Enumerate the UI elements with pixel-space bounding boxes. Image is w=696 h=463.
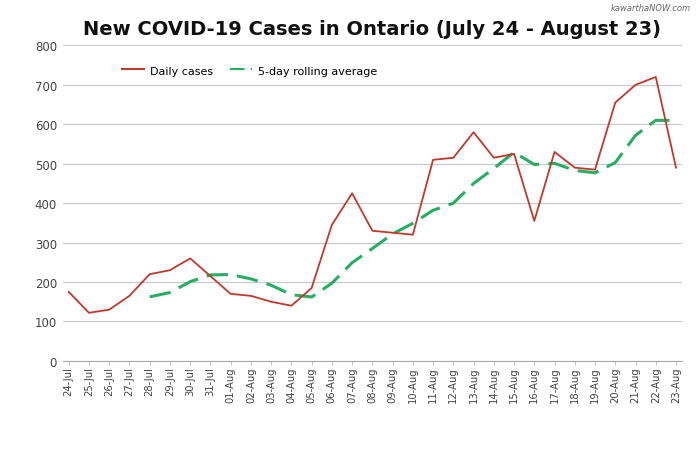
5-day rolling average — [672, 119, 680, 124]
Line: Daily cases: Daily cases — [69, 78, 676, 313]
5-day rolling average — [166, 290, 174, 296]
5-day rolling average — [409, 221, 417, 226]
Daily cases — [449, 156, 457, 161]
Line: 5-day rolling average: 5-day rolling average — [150, 121, 676, 297]
Daily cases — [388, 231, 397, 236]
5-day rolling average — [449, 201, 457, 206]
Daily cases — [65, 289, 73, 295]
Daily cases — [490, 156, 498, 161]
Daily cases — [226, 292, 235, 297]
Daily cases — [348, 191, 356, 197]
Daily cases — [328, 223, 336, 228]
Daily cases — [166, 268, 174, 273]
Daily cases — [368, 228, 377, 234]
Daily cases — [186, 256, 194, 262]
Daily cases — [105, 307, 113, 313]
5-day rolling average — [510, 150, 519, 156]
5-day rolling average — [145, 294, 154, 300]
5-day rolling average — [651, 119, 660, 124]
5-day rolling average — [186, 279, 194, 285]
Text: kawarthaNOW.com: kawarthaNOW.com — [610, 4, 690, 13]
5-day rolling average — [226, 272, 235, 278]
Daily cases — [429, 157, 437, 163]
Daily cases — [510, 152, 519, 157]
5-day rolling average — [429, 208, 437, 213]
Daily cases — [672, 165, 680, 171]
Daily cases — [651, 75, 660, 81]
5-day rolling average — [551, 161, 559, 167]
Daily cases — [308, 286, 316, 291]
Legend: Daily cases, 5-day rolling average: Daily cases, 5-day rolling average — [118, 61, 381, 81]
5-day rolling average — [388, 232, 397, 237]
Daily cases — [85, 310, 93, 316]
Daily cases — [631, 83, 640, 88]
5-day rolling average — [246, 276, 255, 282]
5-day rolling average — [328, 281, 336, 287]
Daily cases — [206, 274, 214, 279]
Daily cases — [591, 168, 599, 173]
Daily cases — [530, 219, 539, 224]
5-day rolling average — [469, 181, 477, 187]
5-day rolling average — [571, 168, 579, 174]
5-day rolling average — [530, 163, 539, 168]
5-day rolling average — [206, 273, 214, 278]
5-day rolling average — [368, 246, 377, 252]
5-day rolling average — [591, 171, 599, 176]
Daily cases — [409, 232, 417, 238]
Daily cases — [611, 100, 619, 106]
Title: New COVID-19 Cases in Ontario (July 24 - August 23): New COVID-19 Cases in Ontario (July 24 -… — [84, 20, 661, 39]
Daily cases — [551, 150, 559, 155]
Daily cases — [267, 300, 276, 305]
5-day rolling average — [267, 283, 276, 288]
5-day rolling average — [287, 292, 296, 298]
5-day rolling average — [308, 294, 316, 300]
5-day rolling average — [348, 260, 356, 266]
5-day rolling average — [611, 160, 619, 166]
Daily cases — [287, 303, 296, 309]
Daily cases — [246, 294, 255, 299]
Daily cases — [571, 165, 579, 171]
Daily cases — [469, 130, 477, 136]
5-day rolling average — [490, 166, 498, 172]
5-day rolling average — [631, 133, 640, 139]
Daily cases — [145, 272, 154, 277]
Daily cases — [125, 294, 134, 299]
